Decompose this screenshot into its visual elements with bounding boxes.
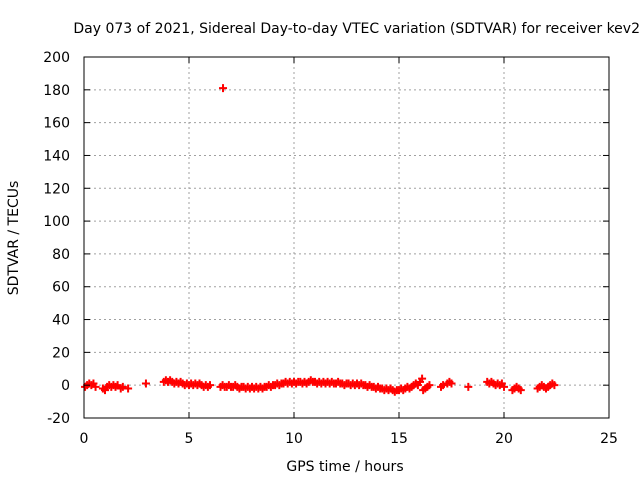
data-point xyxy=(91,382,100,391)
data-point xyxy=(425,381,434,390)
y-tick-label: 60 xyxy=(52,280,70,296)
y-tick-label: 20 xyxy=(52,345,70,361)
x-tick-label: 10 xyxy=(285,431,303,447)
data-point xyxy=(516,386,525,395)
data-point xyxy=(418,374,427,383)
data-point xyxy=(141,379,150,388)
data-point xyxy=(206,381,214,390)
x-tick-label: 25 xyxy=(600,431,618,447)
data-point xyxy=(447,379,456,388)
plot-area-frame xyxy=(83,56,610,419)
y-tick-label: 80 xyxy=(52,247,70,263)
data-point xyxy=(439,381,448,390)
y-tick-label: 140 xyxy=(43,148,70,164)
y-tick-label: 160 xyxy=(43,116,70,132)
x-tick-label: 5 xyxy=(185,431,194,447)
y-tick-label: 40 xyxy=(52,313,70,329)
x-tick-label: 15 xyxy=(390,431,408,447)
data-point xyxy=(118,382,127,391)
grid xyxy=(84,57,609,418)
x-tick-label: 0 xyxy=(80,431,89,447)
data-point xyxy=(124,384,133,393)
data-point xyxy=(500,382,508,391)
data-point xyxy=(464,382,473,391)
data-point xyxy=(550,381,559,390)
data-points xyxy=(81,84,559,396)
y-tick-label: -20 xyxy=(47,411,70,427)
y-tick-label: 180 xyxy=(43,83,70,99)
data-point xyxy=(219,84,228,93)
x-tick-label: 20 xyxy=(495,431,513,447)
y-tick-label: 100 xyxy=(43,214,70,230)
y-axis-title: SDTVAR / TECUs xyxy=(6,181,22,296)
y-tick-label: 200 xyxy=(43,50,70,66)
chart-title: Day 073 of 2021, Sidereal Day-to-day VTE… xyxy=(73,21,640,37)
x-axis-title: GPS time / hours xyxy=(286,459,403,475)
y-tick-label: 0 xyxy=(61,378,70,394)
y-tick-label: 120 xyxy=(43,181,70,197)
axis-ticks: -20 0 20 40 60 80 100 120 140 160 180 200 0 5 10 15 20 25 xyxy=(43,50,618,447)
